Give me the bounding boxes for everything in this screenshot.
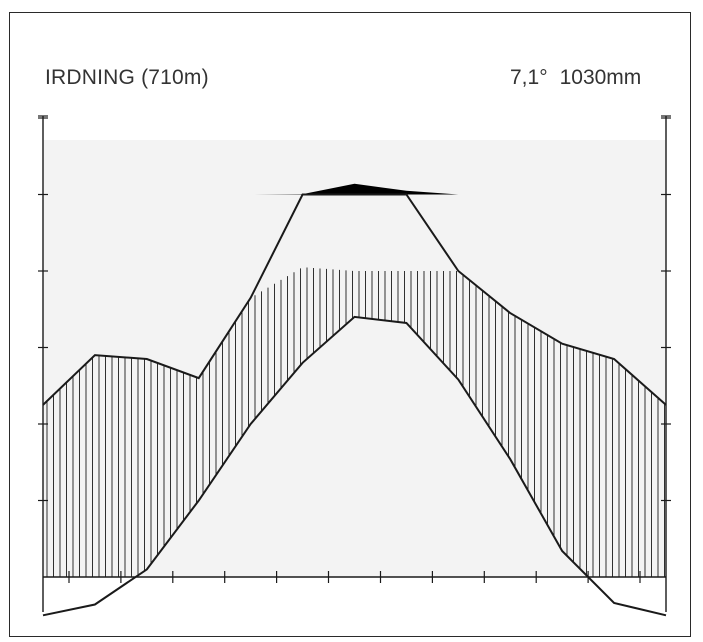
precipitation-line [42, 193, 667, 406]
annual-precipitation: 1030mm [559, 66, 642, 89]
temperature-line [42, 315, 667, 617]
station-name: IRDNING (710m) [45, 66, 209, 89]
humid-black-area [250, 183, 459, 195]
mean-temperature: 7,1° [510, 66, 548, 89]
humid-period-hatching [46, 267, 665, 577]
climate-summary: 7,1° 1030mm [510, 66, 641, 90]
month-ticks [68, 571, 641, 583]
axes [38, 115, 671, 612]
